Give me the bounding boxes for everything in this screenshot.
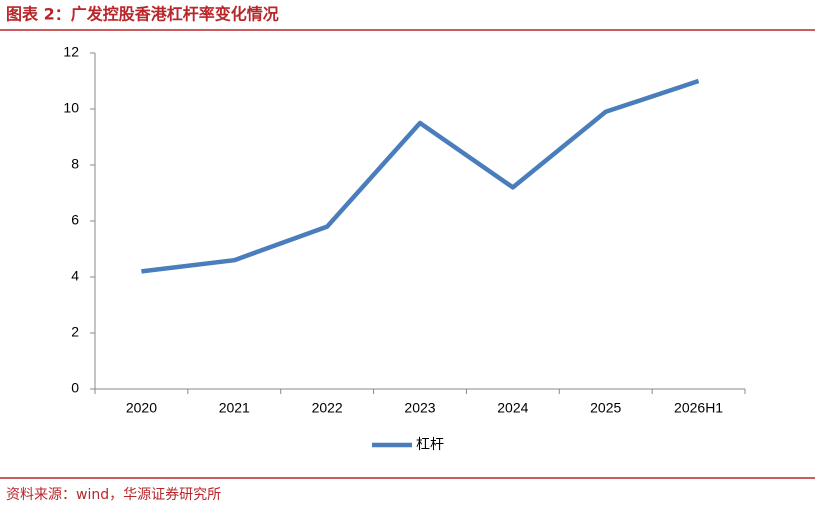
y-tick-label: 12 xyxy=(63,44,79,60)
chart-title: 图表 2：广发控股香港杠杆率变化情况 xyxy=(6,5,279,24)
series-line xyxy=(141,78,700,274)
x-tick-label: 2026H1 xyxy=(674,400,723,416)
source-note: 资料来源：wind，华源证券研究所 xyxy=(6,487,221,503)
x-tick-label: 2020 xyxy=(126,400,157,416)
x-tick-label: 2024 xyxy=(497,400,528,416)
x-tick-label: 2022 xyxy=(312,400,343,416)
y-tick-label: 6 xyxy=(71,212,79,228)
y-tick-label: 2 xyxy=(71,324,79,340)
y-tick-label: 10 xyxy=(63,100,79,116)
y-tick-label: 4 xyxy=(71,268,79,284)
x-tick-label: 2021 xyxy=(219,400,250,416)
x-tick-label: 2023 xyxy=(404,400,435,416)
y-tick-label: 8 xyxy=(71,156,79,172)
legend-label: 杠杆 xyxy=(416,437,444,453)
y-tick-label: 0 xyxy=(71,380,79,396)
x-tick-label: 2025 xyxy=(590,400,621,416)
